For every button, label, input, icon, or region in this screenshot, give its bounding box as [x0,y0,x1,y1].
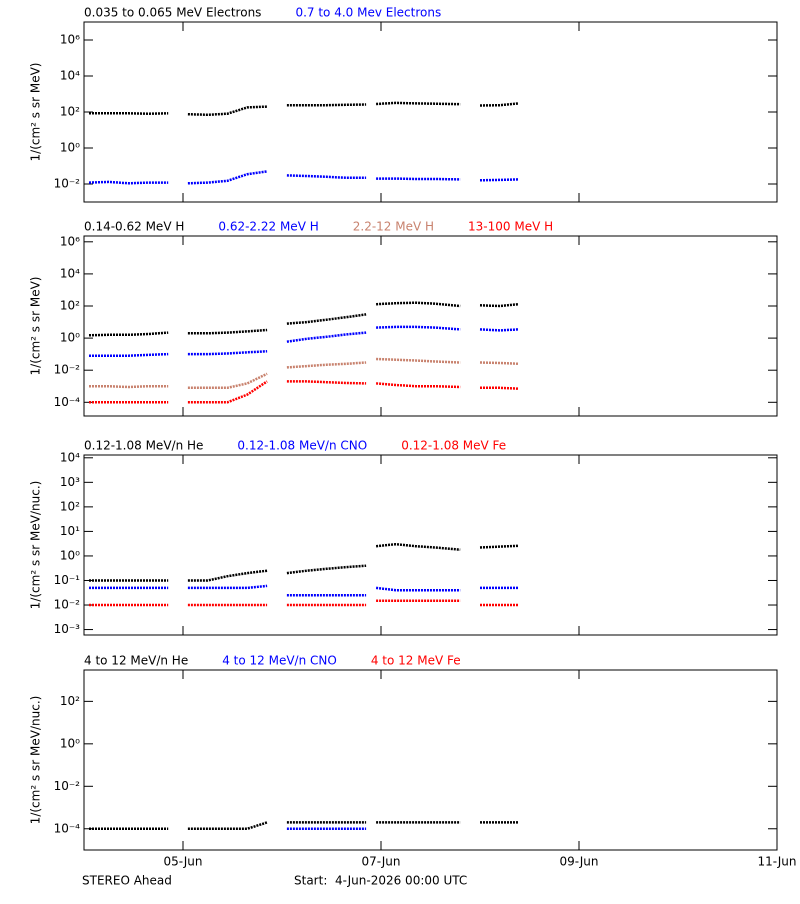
legend-entry: 13-100 MeV H [468,220,553,234]
y-tick-label: 10⁶ [60,234,80,248]
y-tick-label: 10⁻² [54,363,81,377]
y-tick-label: 10⁻³ [54,622,81,636]
y-tick-label: 10³ [60,475,80,489]
y-tick-label: 10⁴ [60,69,80,83]
y-tick-label: 10² [60,299,80,313]
series-line [89,542,519,582]
x-tick-label: 09-Jun [559,855,598,869]
y-tick-label: 10⁻² [54,598,81,612]
y-tick-label: 10⁴ [60,266,80,280]
x-tick-label: 11-Jun [757,855,796,869]
legend-entry: 4 to 12 MeV/n He [84,654,188,668]
y-tick-label: 10² [60,694,80,708]
legend-entry: 0.12-1.08 MeV/n He [84,439,203,453]
series-line [88,170,519,185]
y-tick-label: 10¹ [60,524,80,538]
legend-entry: 0.035 to 0.065 MeV Electrons [84,6,261,20]
y-tick-label: 10⁰ [60,331,80,345]
y-tick-label: 10⁻² [54,779,81,793]
y-tick-label: 10⁰ [60,548,80,562]
y-tick-label: 10² [60,499,80,513]
legend-entry: 0.14-0.62 MeV H [84,220,184,234]
y-axis-title: 1/(cm² s sr MeV) [29,277,43,376]
legend-entry: 0.7 to 4.0 Mev Electrons [295,6,441,20]
start-label: Start: 4-Jun-2026 00:00 UTC [294,874,467,888]
y-tick-label: 10² [60,105,80,119]
legend-entry: 4 to 12 MeV Fe [371,654,461,668]
mission-label: STEREO Ahead [82,874,172,888]
series-line [89,599,519,607]
y-tick-label: 10⁰ [60,736,80,750]
plot-frame [83,235,778,417]
legend-entry: 0.12-1.08 MeV Fe [401,439,506,453]
series-line [89,357,519,390]
y-tick-label: 10⁴ [60,450,80,464]
y-tick-label: 10⁰ [60,141,80,155]
x-tick-label: 05-Jun [163,855,202,869]
plot-frame [83,454,778,636]
series-line [89,584,519,597]
legend-entry: 2.2-12 MeV H [353,220,434,234]
series-line [88,301,519,337]
legend-entry: 0.62-2.22 MeV H [218,220,318,234]
y-tick-label: 10⁻⁴ [54,821,81,835]
series-line [89,821,519,831]
y-axis-title: 1/(cm² s sr MeV/nuc.) [29,696,43,825]
y-tick-label: 10⁻⁴ [54,395,81,409]
series-line [89,380,519,404]
x-tick-label: 07-Jun [361,855,400,869]
legend-entry: 4 to 12 MeV/n CNO [222,654,337,668]
plot-frame [83,669,778,851]
y-axis-title: 1/(cm² s sr MeV) [29,63,43,162]
legend-entry: 0.12-1.08 MeV/n CNO [237,439,367,453]
series-line [89,101,519,117]
y-tick-label: 10⁻² [54,177,81,191]
y-tick-label: 10⁻¹ [54,573,81,587]
series-line [89,325,519,357]
y-tick-label: 10⁶ [60,33,80,47]
y-axis-title: 1/(cm² s sr MeV/nuc.) [29,481,43,610]
